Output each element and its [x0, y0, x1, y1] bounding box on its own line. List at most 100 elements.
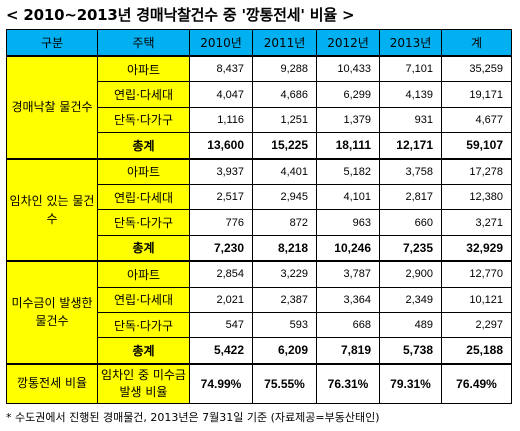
value-cell: 19,171: [441, 81, 512, 108]
value-cell: 547: [189, 311, 253, 339]
value-cell: 10,246: [316, 234, 380, 263]
section-label: 경매낙찰 물건수: [6, 55, 98, 160]
value-cell: 10,433: [316, 55, 380, 83]
value-cell: 6,209: [252, 337, 317, 365]
housing-type-cell: 아파트: [97, 55, 190, 83]
total-row: 총계 13,600 15,225 18,111 12,171 59,107: [7, 132, 512, 160]
value-cell: 12,380: [441, 183, 512, 211]
value-cell: 35,259: [441, 55, 512, 83]
total-row: 총계 5,422 6,209 7,819 5,738 25,188: [7, 337, 512, 365]
table-row: 경매낙찰 물건수 아파트 8,437 9,288 10,433 7,101 35,259: [6, 55, 512, 160]
table-row: 연립·다세대 2,021 2,387 3,364 2,349 10,121: [7, 286, 512, 313]
value-cell: 2,021: [189, 286, 253, 313]
footnote: * 수도권에서 진행된 경매물건, 2013년은 7월31일 기준 (자료제공=…: [6, 411, 380, 424]
header-cell: 2013년: [379, 29, 442, 57]
housing-type-cell: 아파트: [97, 260, 190, 288]
table-row: 연립·다세대 2,517 2,945 4,101 2,817 12,380: [7, 183, 512, 211]
value-cell: 59,107: [441, 132, 512, 160]
value-cell: 2,387: [252, 286, 317, 313]
value-cell: 5,738: [379, 337, 442, 365]
total-row: 총계 7,230 8,218 10,246 7,235 32,929: [7, 234, 512, 263]
value-cell: 17,278: [441, 158, 512, 185]
value-cell: 2,297: [441, 311, 512, 339]
value-cell: 7,235: [379, 234, 442, 263]
housing-type-cell: 연립·다세대: [97, 183, 190, 211]
value-cell: 593: [252, 311, 317, 339]
ratio-label: 깡통전세 비율: [6, 363, 98, 404]
ratio-value-cell: 76.31%: [316, 363, 380, 404]
housing-type-cell: 총계: [97, 132, 190, 160]
ratio-type: 임차인 중 미수금 발생 비율: [97, 363, 190, 404]
value-cell: 660: [379, 209, 442, 236]
value-cell: 18,111: [316, 132, 380, 160]
header-cell: 2010년: [189, 29, 253, 57]
housing-type-cell: 단독·다가구: [97, 311, 190, 339]
value-cell: 7,819: [316, 337, 380, 365]
value-cell: 15,225: [252, 132, 317, 160]
value-cell: 3,787: [316, 260, 380, 288]
value-cell: 7,230: [189, 234, 253, 263]
value-cell: 12,171: [379, 132, 442, 160]
value-cell: 2,854: [189, 260, 253, 288]
value-cell: 3,271: [441, 209, 512, 236]
value-cell: 4,101: [316, 183, 380, 211]
value-cell: 13,600: [189, 132, 253, 160]
housing-type-cell: 연립·다세대: [97, 286, 190, 313]
section-label: 임차인 있는 물건수: [6, 158, 98, 263]
value-cell: 931: [379, 106, 442, 134]
value-cell: 1,116: [189, 106, 253, 134]
value-cell: 3,229: [252, 260, 317, 288]
value-cell: 5,422: [189, 337, 253, 365]
value-cell: 4,047: [189, 81, 253, 108]
value-cell: 10,121: [441, 286, 512, 313]
ratio-row: 깡통전세 비율 임차인 중 미수금 발생 비율 74.99% 75.55% 76.31%…: [6, 363, 512, 404]
value-cell: 5,182: [316, 158, 380, 185]
value-cell: 3,364: [316, 286, 380, 313]
value-cell: 4,139: [379, 81, 442, 108]
table-row: 연립·다세대 4,047 4,686 6,299 4,139 19,171: [7, 81, 512, 108]
value-cell: 4,686: [252, 81, 317, 108]
value-cell: 32,929: [441, 234, 512, 263]
value-cell: 3,937: [189, 158, 253, 185]
value-cell: 25,188: [441, 337, 512, 365]
header-row: 구분 주택 2010년 2011년 2012년 2013년 계: [6, 29, 512, 57]
header-cell: 주택: [97, 29, 190, 57]
value-cell: 9,288: [252, 55, 317, 83]
ratio-value-cell: 79.31%: [379, 363, 442, 404]
value-cell: 2,517: [189, 183, 253, 211]
housing-type-cell: 총계: [97, 234, 190, 263]
table-row: 단독·다가구 1,116 1,251 1,379 931 4,677: [7, 106, 512, 134]
housing-type-cell: 연립·다세대: [97, 81, 190, 108]
table-row: 단독·다가구 776 872 963 660 3,271: [7, 209, 512, 236]
ratio-value-cell: 76.49%: [441, 363, 512, 404]
value-cell: 2,900: [379, 260, 442, 288]
value-cell: 2,349: [379, 286, 442, 313]
ratio-value-cell: 74.99%: [189, 363, 253, 404]
value-cell: 1,379: [316, 106, 380, 134]
value-cell: 489: [379, 311, 442, 339]
value-cell: 3,758: [379, 158, 442, 185]
value-cell: 776: [189, 209, 253, 236]
value-cell: 8,218: [252, 234, 317, 263]
value-cell: 1,251: [252, 106, 317, 134]
value-cell: 4,401: [252, 158, 317, 185]
auction-stats-table: 구분 주택 2010년 2011년 2012년 2013년 계 경매낙찰 물건수…: [6, 29, 512, 404]
ratio-value-cell: 75.55%: [252, 363, 317, 404]
value-cell: 4,677: [441, 106, 512, 134]
table-row: 임차인 있는 물건수 아파트 3,937 4,401 5,182 3,758 17,278: [6, 158, 512, 263]
value-cell: 8,437: [189, 55, 253, 83]
header-cell: 2012년: [316, 29, 380, 57]
value-cell: 2,945: [252, 183, 317, 211]
value-cell: 6,299: [316, 81, 380, 108]
value-cell: 963: [316, 209, 380, 236]
header-cell: 계: [441, 29, 512, 57]
value-cell: 7,101: [379, 55, 442, 83]
value-cell: 2,817: [379, 183, 442, 211]
housing-type-cell: 총계: [97, 337, 190, 365]
value-cell: 12,770: [441, 260, 512, 288]
housing-type-cell: 단독·다가구: [97, 209, 190, 236]
header-cell: 구분: [6, 29, 98, 57]
page-title: < 2010~2013년 경매낙찰건수 중 '깡통전세' 비율 >: [6, 6, 355, 24]
table-row: 단독·다가구 547 593 668 489 2,297: [7, 311, 512, 339]
value-cell: 872: [252, 209, 317, 236]
